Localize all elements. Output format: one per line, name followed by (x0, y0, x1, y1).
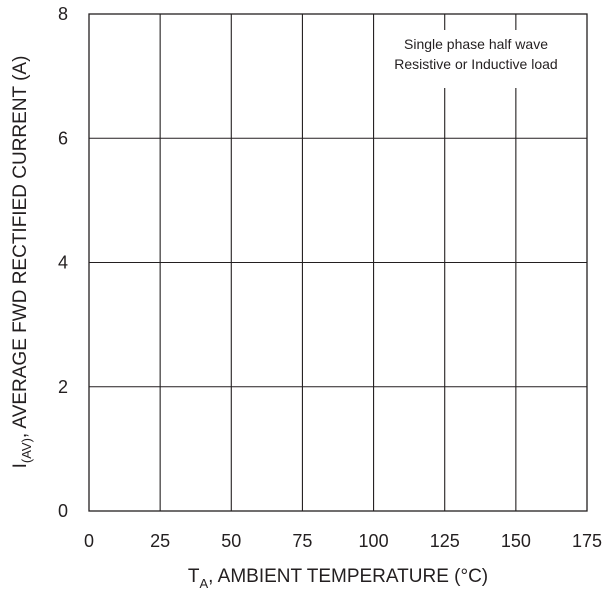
plot-frame (88, 13, 588, 512)
y-tick-label: 4 (58, 253, 68, 273)
y-tick-label: 2 (58, 377, 68, 397)
x-tick-label: 50 (221, 531, 241, 551)
x-tick-label: 0 (84, 531, 94, 551)
grid-lines (89, 14, 587, 511)
y-tick-label: 0 (58, 501, 68, 521)
x-tick-label: 75 (292, 531, 312, 551)
x-tick-label: 150 (501, 531, 531, 551)
x-tick-label: 175 (572, 531, 602, 551)
x-axis-title-suffix: , AMBIENT TEMPERATURE (°C) (208, 566, 488, 587)
tick-labels: 0 25 50 75 100 125 150 175 0 2 4 6 8 (58, 4, 602, 551)
y-tick-label: 8 (58, 4, 68, 24)
y-axis-title: I(AV), AVERAGE FWD RECTIFIED CURRENT (A) (10, 56, 34, 469)
annotation-line-1: Single phase half wave (404, 36, 548, 52)
y-tick-label: 6 (58, 128, 68, 148)
x-axis-title: TA, AMBIENT TEMPERATURE (°C) (188, 566, 488, 591)
x-tick-label: 125 (430, 531, 460, 551)
x-tick-label: 25 (150, 531, 170, 551)
annotation-line-2: Resistive or Inductive load (394, 56, 557, 72)
y-axis-title-prefix: I (10, 463, 31, 468)
y-axis-title-suffix: , AVERAGE FWD RECTIFIED CURRENT (A) (10, 56, 31, 439)
x-tick-label: 100 (359, 531, 389, 551)
x-axis-title-subscript: A (199, 576, 208, 591)
annotation-box (376, 30, 584, 88)
x-axis-title-prefix: T (188, 566, 200, 587)
y-axis-title-subscript: (AV) (19, 438, 34, 463)
